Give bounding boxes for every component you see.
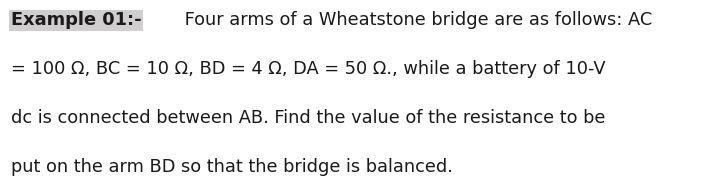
- Text: Example 01:-: Example 01:-: [11, 11, 141, 29]
- Text: dc is connected between AB. Find the value of the resistance to be: dc is connected between AB. Find the val…: [11, 109, 606, 127]
- Text: put on the arm BD so that the bridge is balanced.: put on the arm BD so that the bridge is …: [11, 158, 453, 176]
- Text: Four arms of a Wheatstone bridge are as follows: AC: Four arms of a Wheatstone bridge are as …: [179, 11, 652, 29]
- Text: = 100 Ω, BC = 10 Ω, BD = 4 Ω, DA = 50 Ω., while a battery of 10-V: = 100 Ω, BC = 10 Ω, BD = 4 Ω, DA = 50 Ω.…: [11, 60, 606, 78]
